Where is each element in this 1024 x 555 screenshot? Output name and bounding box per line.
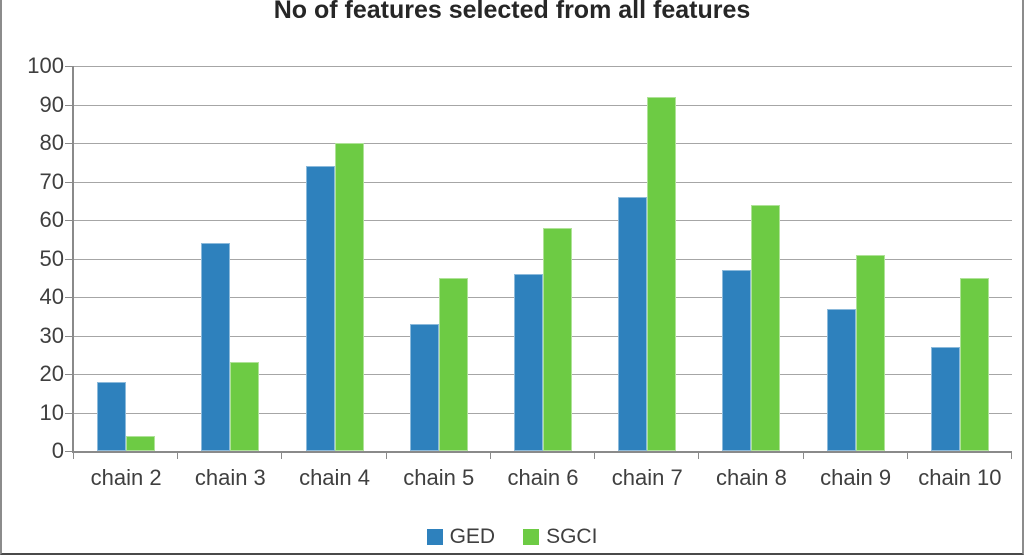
x-tick-3 [385,453,387,459]
ged-color-swatch-icon [426,529,443,545]
x-tick-label-chain-3: chain 3 [194,465,266,490]
x-tick-label-chain-7: chain 7 [611,465,683,490]
bar-ged-chain-2 [97,381,127,451]
x-tick-label-chain-8: chain 8 [715,465,787,490]
y-tick-70 [65,181,74,183]
y-tick-label-60: 60 [39,207,64,232]
y-tick-80 [65,143,74,144]
x-tick-2 [281,453,283,459]
bar-sgci-chain-8 [751,204,781,451]
y-tick-label-40: 40 [39,284,64,309]
x-tick-7 [802,453,804,459]
bar-ged-chain-7 [618,196,648,451]
bar-sgci-chain-9 [855,254,885,451]
x-tick-label-chain-6: chain 6 [507,465,579,490]
y-tick-label-90: 90 [39,91,64,117]
bar-sgci-chain-7 [647,96,677,451]
x-tick-label-chain-10: chain 10 [918,465,1002,490]
bar-ged-chain-3 [201,243,231,451]
y-tick-label-70: 70 [39,168,64,194]
legend-item-sgci: SGCI [523,525,597,549]
y-tick-100 [65,66,74,67]
bar-sgci-chain-4 [334,143,364,451]
x-tick-label-chain-5: chain 5 [403,465,475,490]
x-tick-8 [906,453,908,459]
bar-sgci-chain-3 [230,362,260,451]
x-tick-label-chain-4: chain 4 [299,465,371,490]
y-tick-label-30: 30 [39,322,64,348]
y-tick-label-100: 100 [27,53,64,78]
y-tick-40 [65,297,74,298]
bar-sgci-chain-5 [438,277,468,451]
x-tick-label-chain-9: chain 9 [820,465,892,490]
y-tick-90 [65,104,74,106]
x-tick-end [1011,453,1012,459]
bar-ged-chain-6 [514,273,543,451]
y-tick-50 [65,258,74,260]
bar-ged-chain-10 [930,347,960,451]
chart-title: No of features selected from all feature… [273,0,751,24]
bar-ged-chain-8 [722,270,752,451]
y-tick-30 [65,335,74,337]
gridline-70 [74,181,1012,183]
bar-ged-chain-5 [409,323,439,451]
y-tick-label-50: 50 [39,245,64,271]
bar-sgci-chain-6 [543,227,572,451]
bar-sgci-chain-2 [126,435,156,451]
gridline-90 [74,104,1012,106]
y-tick-0 [65,451,74,452]
x-tick-6 [698,453,700,459]
x-tick-label-chain-2: chain 2 [90,465,162,490]
gridline-80 [74,143,1012,144]
bar-ged-chain-9 [826,308,856,451]
x-tick-0 [73,453,74,459]
y-tick-10 [65,412,74,414]
gridline-100 [74,66,1012,67]
y-tick-label-80: 80 [39,130,64,155]
y-tick-label-0: 0 [51,438,64,463]
sgci-color-swatch-icon [523,529,540,545]
x-tick-5 [594,453,596,459]
legend: GED SGCI [2,525,1022,549]
gridline-60 [74,220,1012,221]
legend-label-sgci: SGCI [546,525,598,548]
y-tick-60 [65,220,74,221]
legend-item-ged: GED [426,525,496,549]
x-tick-4 [489,453,491,459]
bar-ged-chain-4 [305,166,335,451]
x-tick-1 [177,453,179,459]
plot-area [65,66,1012,459]
y-tick-label-10: 10 [39,399,64,425]
y-tick-label-20: 20 [39,361,64,386]
legend-label-ged: GED [449,525,496,548]
bar-sgci-chain-10 [959,277,989,451]
y-tick-20 [65,374,74,375]
